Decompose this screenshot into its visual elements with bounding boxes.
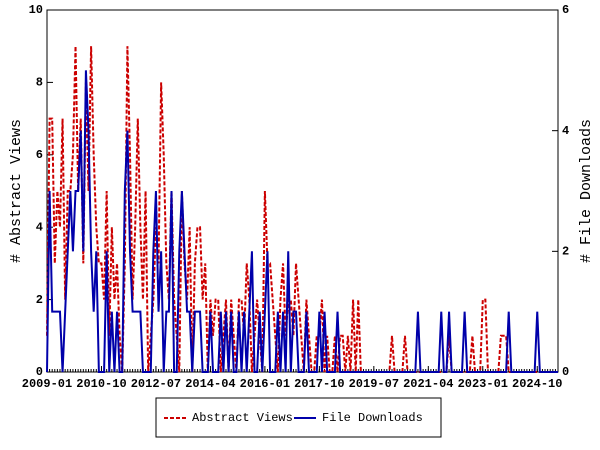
series-line [46, 70, 558, 373]
legend-label: Abstract Views [192, 411, 293, 425]
x-tick-label: 2010-10 [76, 377, 126, 391]
x-tick-label: 2016-01 [240, 377, 290, 391]
y2-tick-label: 2 [562, 245, 569, 259]
x-tick-label: 2024-10 [512, 377, 562, 391]
x-tick-label: 2012-07 [131, 377, 181, 391]
x-tick-label: 2019-07 [349, 377, 399, 391]
legend-box [155, 397, 442, 438]
y-tick-label: 10 [29, 3, 43, 17]
x-tick-label: 2009-01 [22, 377, 72, 391]
series-line [46, 46, 558, 373]
legend-label: File Downloads [322, 411, 423, 425]
x-tick-label: 2021-04 [403, 377, 453, 391]
y-tick-label: 4 [36, 220, 43, 234]
x-tick-label: 2023-01 [458, 377, 508, 391]
y2-axis-title: # File Downloads [578, 119, 595, 263]
x-tick-label: 2017-10 [294, 377, 344, 391]
x-tick-label: 2014-04 [185, 377, 235, 391]
y-tick-label: 2 [36, 293, 43, 307]
y-tick-label: 8 [36, 76, 43, 90]
y2-tick-label: 0 [562, 365, 569, 379]
y-axis-title: # Abstract Views [8, 119, 25, 263]
y-tick-label: 6 [36, 148, 43, 162]
y2-tick-label: 4 [562, 124, 569, 138]
y-tick-label: 0 [36, 365, 43, 379]
y2-tick-label: 6 [562, 3, 569, 17]
